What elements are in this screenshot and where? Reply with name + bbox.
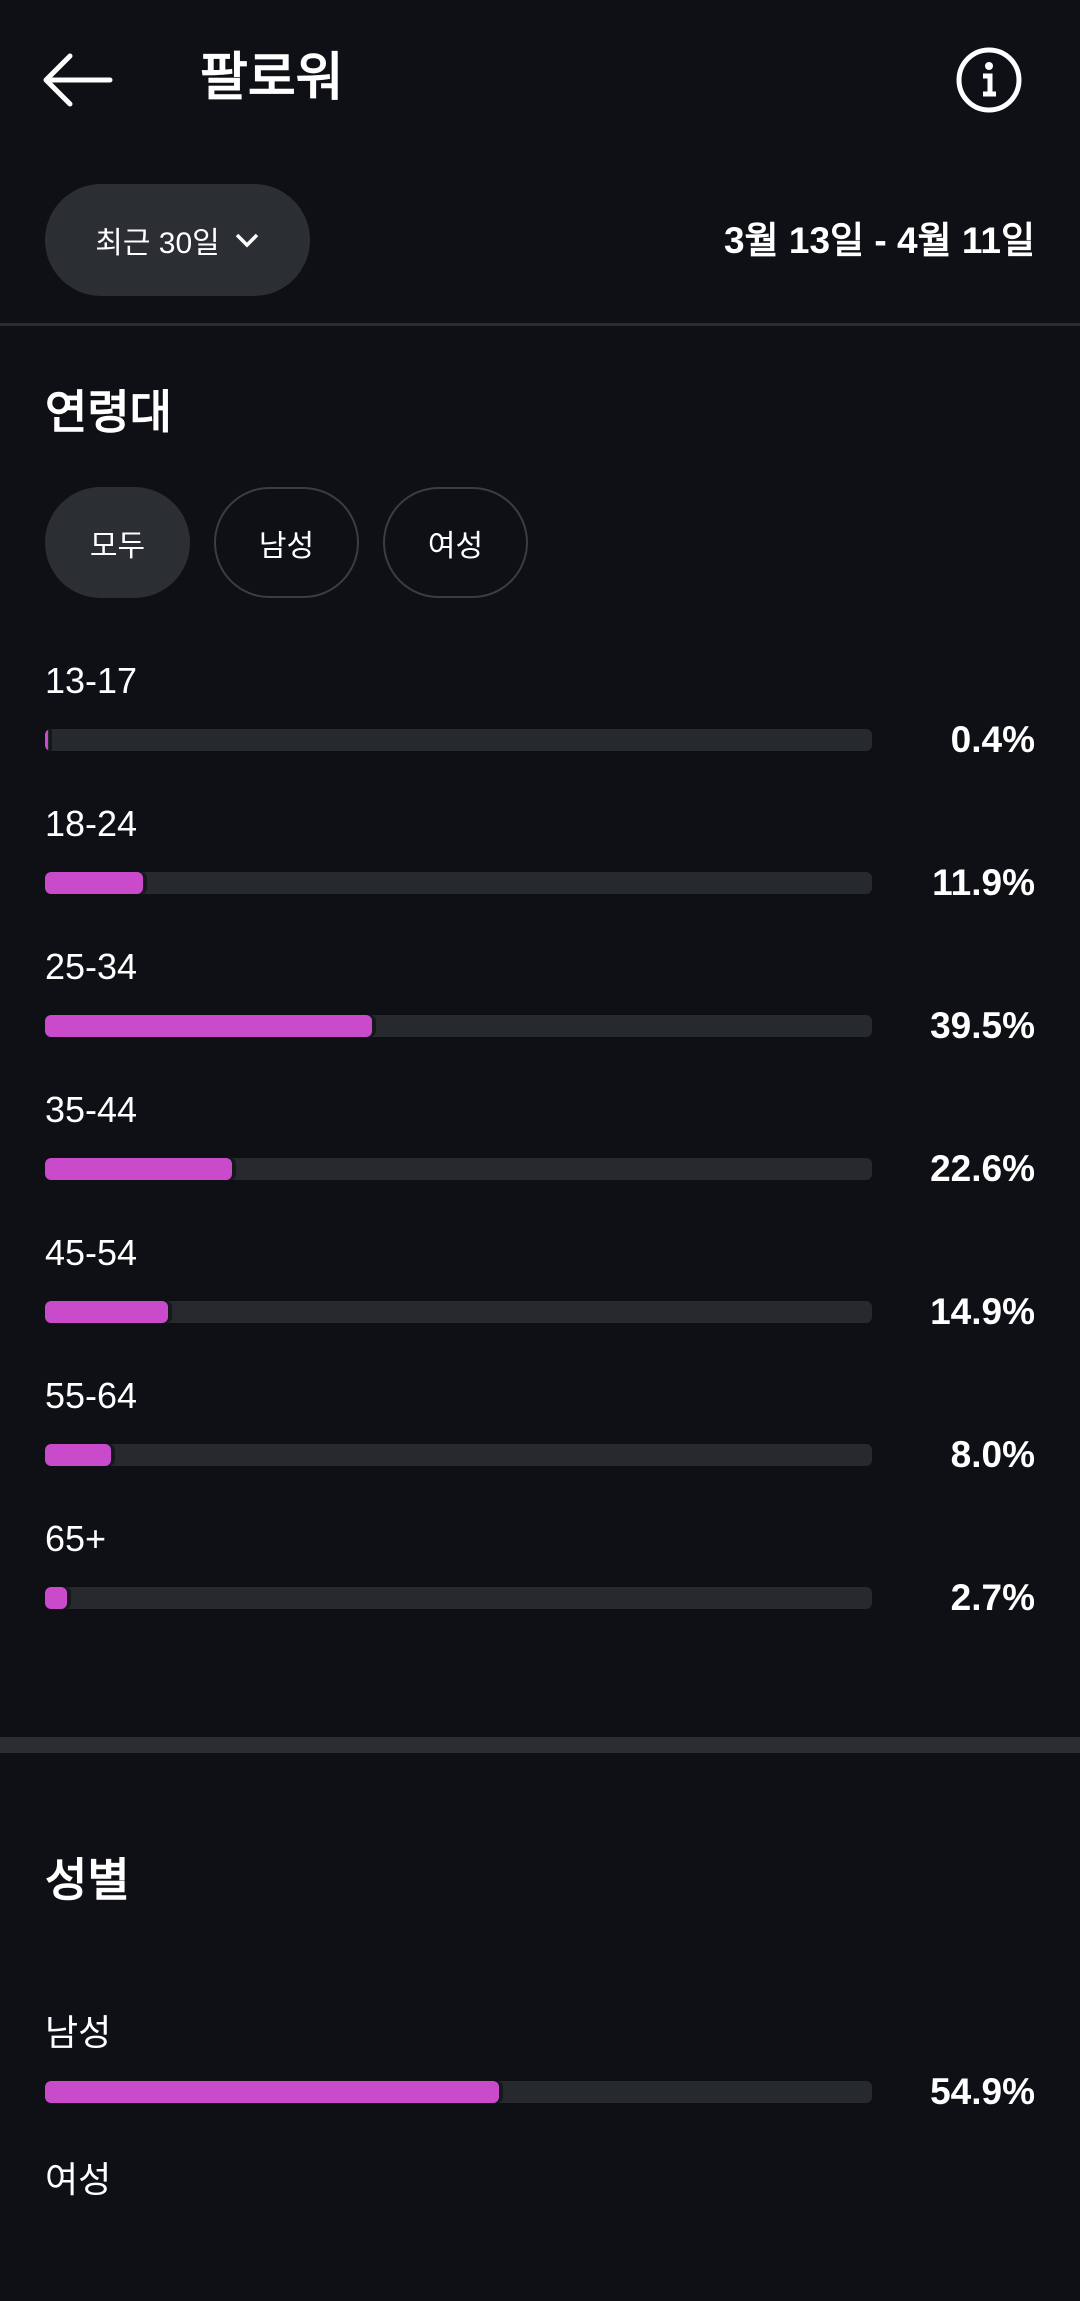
age-row: 65+ 2.7% xyxy=(45,1517,1035,1660)
bar-track xyxy=(45,1444,872,1466)
info-icon[interactable] xyxy=(955,46,1023,114)
date-range: 3월 13일 - 4월 11일 xyxy=(723,220,1035,261)
age-label: 65+ xyxy=(45,1518,107,1559)
bar-track xyxy=(45,872,872,894)
gender-row-male: 남성 54.9% xyxy=(45,2011,1035,2154)
age-label: 45-54 xyxy=(45,1232,138,1273)
back-arrow-icon[interactable] xyxy=(40,50,114,110)
age-percent: 14.9% xyxy=(930,1291,1035,1332)
bar-track xyxy=(45,1015,872,1037)
chip-female[interactable]: 여성 xyxy=(383,487,528,598)
age-row: 13-17 0.4% xyxy=(45,659,1035,802)
bar-track xyxy=(45,1158,872,1180)
age-row: 25-34 39.5% xyxy=(45,945,1035,1088)
bar-track xyxy=(45,729,872,751)
gender-label: 여성 xyxy=(45,2159,112,2200)
period-label: 최근 30일 xyxy=(95,227,220,260)
age-percent: 11.9% xyxy=(932,862,1035,903)
bar-fill xyxy=(45,1444,112,1466)
section-separator xyxy=(0,1737,1080,1753)
age-row: 35-44 22.6% xyxy=(45,1088,1035,1231)
age-label: 55-64 xyxy=(45,1375,138,1416)
age-percent: 2.7% xyxy=(950,1577,1035,1618)
chip-male[interactable]: 남성 xyxy=(214,487,359,598)
bar-fill xyxy=(45,872,144,894)
chip-all[interactable]: 모두 xyxy=(45,487,190,598)
age-section-title: 연령대 xyxy=(45,386,172,438)
age-percent: 0.4% xyxy=(950,719,1035,760)
age-row: 18-24 11.9% xyxy=(45,802,1035,945)
gender-section-title: 성별 xyxy=(45,1854,130,1906)
age-label: 13-17 xyxy=(45,660,138,701)
chevron-down-icon xyxy=(235,233,258,248)
page-title: 팔로워 xyxy=(200,49,344,107)
age-row: 45-54 14.9% xyxy=(45,1231,1035,1374)
age-label: 18-24 xyxy=(45,803,138,844)
bar-track xyxy=(45,1587,872,1609)
age-label: 35-44 xyxy=(45,1089,138,1130)
gender-percent: 54.9% xyxy=(930,2071,1035,2112)
age-percent: 39.5% xyxy=(930,1005,1035,1046)
bar-track xyxy=(45,2081,872,2103)
divider xyxy=(0,323,1080,326)
age-label: 25-34 xyxy=(45,946,138,987)
bar-fill xyxy=(45,1587,68,1609)
bar-fill xyxy=(45,1158,232,1180)
age-row: 55-64 8.0% xyxy=(45,1374,1035,1517)
bar-fill xyxy=(45,729,49,751)
age-percent: 8.0% xyxy=(950,1434,1035,1475)
period-dropdown[interactable]: 최근 30일 xyxy=(45,184,310,296)
bar-fill xyxy=(45,1301,169,1323)
bar-fill xyxy=(45,1015,372,1037)
age-percent: 22.6% xyxy=(930,1148,1035,1189)
bar-track xyxy=(45,1301,872,1323)
gender-row-female: 여성 xyxy=(45,2158,1035,2301)
bar-fill xyxy=(45,2081,500,2103)
gender-label: 남성 xyxy=(45,2012,112,2053)
